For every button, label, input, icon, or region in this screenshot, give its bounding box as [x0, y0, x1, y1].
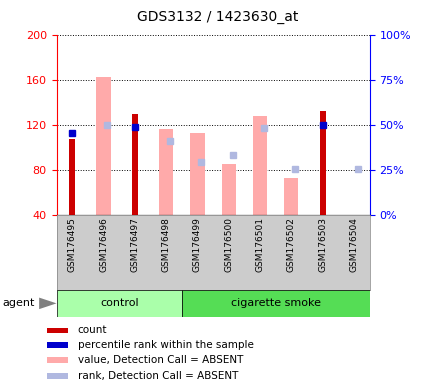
- Bar: [56, 290, 181, 317]
- Bar: [181, 290, 369, 317]
- Text: GSM176498: GSM176498: [161, 217, 170, 272]
- Text: GSM176501: GSM176501: [255, 217, 264, 272]
- Bar: [46, 373, 68, 379]
- Bar: [96, 78, 110, 215]
- Polygon shape: [39, 298, 56, 309]
- Text: rank, Detection Call = ABSENT: rank, Detection Call = ABSENT: [78, 371, 238, 381]
- Text: GSM176503: GSM176503: [318, 217, 326, 272]
- Text: control: control: [100, 298, 138, 308]
- Text: cigarette smoke: cigarette smoke: [230, 298, 320, 308]
- Text: GDS3132 / 1423630_at: GDS3132 / 1423630_at: [137, 10, 297, 23]
- Text: value, Detection Call = ABSENT: value, Detection Call = ABSENT: [78, 355, 243, 365]
- Bar: [46, 357, 68, 363]
- Bar: [69, 139, 75, 215]
- Bar: [221, 164, 235, 215]
- Text: GSM176499: GSM176499: [193, 217, 201, 272]
- Bar: [190, 133, 204, 215]
- Bar: [46, 342, 68, 348]
- Bar: [319, 111, 325, 215]
- Bar: [284, 178, 298, 215]
- Text: GSM176497: GSM176497: [130, 217, 139, 272]
- Text: GSM176502: GSM176502: [286, 217, 295, 272]
- Text: GSM176496: GSM176496: [99, 217, 108, 272]
- Bar: [132, 114, 137, 215]
- Text: GSM176495: GSM176495: [68, 217, 76, 272]
- Bar: [46, 328, 68, 333]
- Text: agent: agent: [2, 298, 34, 308]
- Bar: [253, 116, 266, 215]
- Bar: [159, 129, 173, 215]
- Text: GSM176500: GSM176500: [224, 217, 233, 272]
- Text: GSM176504: GSM176504: [349, 217, 358, 272]
- Text: count: count: [78, 326, 107, 336]
- Text: percentile rank within the sample: percentile rank within the sample: [78, 340, 253, 350]
